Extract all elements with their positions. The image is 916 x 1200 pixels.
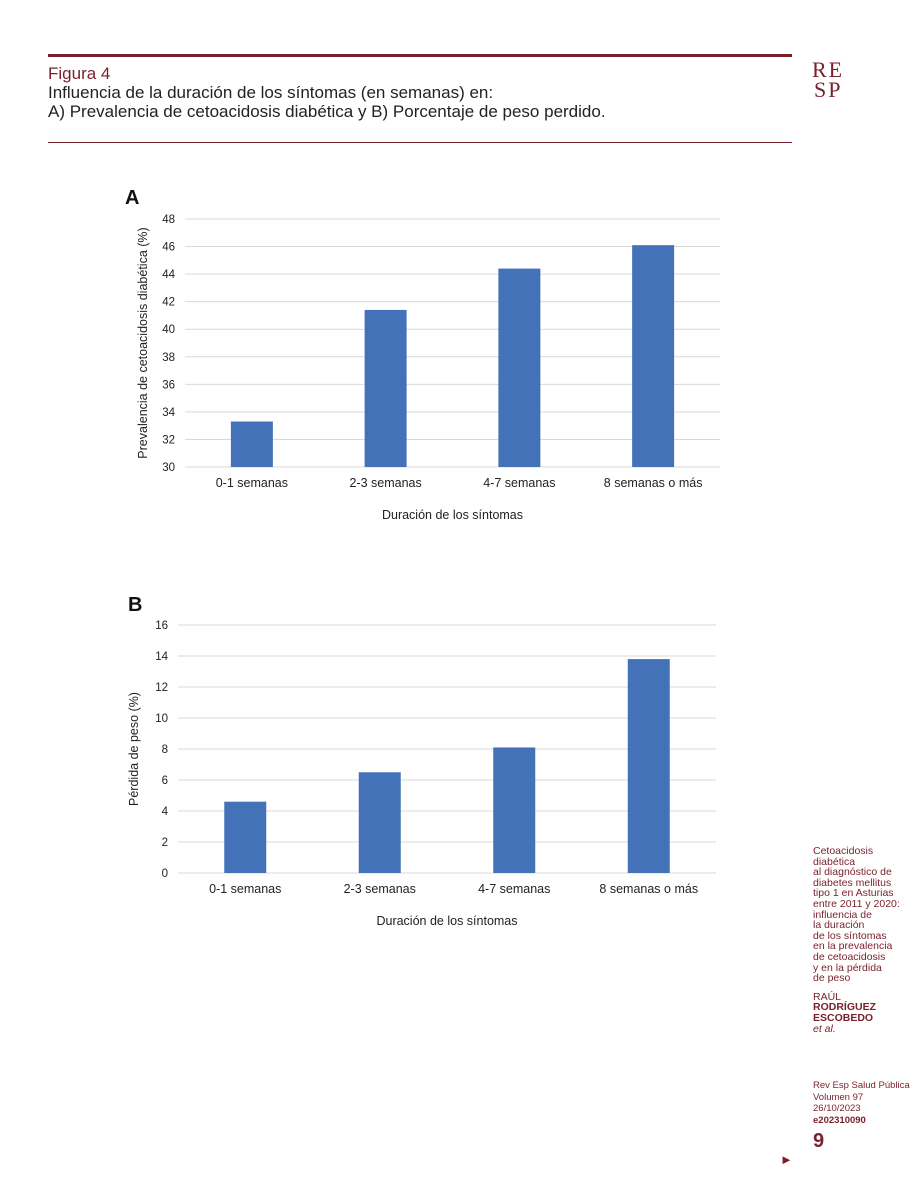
page-number: 9 <box>813 1130 825 1152</box>
x-tick-label: 2-3 semanas <box>349 476 421 490</box>
panel-letter: B <box>128 594 142 616</box>
bar <box>627 659 670 873</box>
sidebar-title-line: entre 2011 y 2020: <box>813 897 900 910</box>
sidebar-title-line: en la prevalencia <box>813 940 893 953</box>
y-tick-label: 14 <box>155 651 168 663</box>
x-axis-label: Duración de los síntomas <box>376 914 517 928</box>
sidebar-title-line: de los síntomas <box>813 929 887 942</box>
figure-title-line-1: Influencia de la duración de los síntoma… <box>48 83 494 102</box>
x-tick-label: 2-3 semanas <box>344 882 416 896</box>
y-tick-label: 12 <box>155 682 168 694</box>
sidebar-title-line: de cetoacidosis <box>813 950 886 963</box>
sidebar-title-line: tipo 1 en Asturias <box>813 887 894 900</box>
y-tick-label: 0 <box>162 868 168 880</box>
logo-top: RE <box>812 57 845 82</box>
article-sidebar: Cetoacidosis diabética al diagnóstico de di… <box>813 846 913 1034</box>
figure-label: Figura 4 <box>48 64 111 83</box>
bar <box>224 801 267 873</box>
bar <box>632 245 675 467</box>
sidebar-article-title: Cetoacidosis diabética al diagnóstico de di… <box>813 846 913 984</box>
sidebar-title-line: influencia de <box>813 908 872 921</box>
sidebar-title-line: al diagnóstico de <box>813 866 892 879</box>
next-page-arrow-icon[interactable]: ► <box>780 1152 793 1167</box>
y-tick-label: 36 <box>162 379 175 391</box>
x-tick-label: 0-1 semanas <box>209 882 281 896</box>
y-tick-label: 8 <box>162 744 168 756</box>
chart-a: A 30 32 34 36 38 40 42 44 46 48 0-1 semanas 2-3 sema… <box>0 180 760 535</box>
author-etal: et al. <box>813 1022 836 1035</box>
sidebar-author: RAÚL RODRÍGUEZ ESCOBEDO et al. <box>813 992 913 1034</box>
y-tick-label: 16 <box>155 620 168 632</box>
bar <box>230 421 273 467</box>
author-first: RAÚL <box>813 990 842 1003</box>
y-tick-label: 2 <box>162 837 168 849</box>
y-tick-label: 48 <box>162 214 175 226</box>
author-last1: RODRÍGUEZ <box>813 1001 876 1014</box>
y-tick-label: 32 <box>162 434 175 446</box>
y-tick-label: 46 <box>162 242 175 254</box>
bar <box>364 309 407 467</box>
y-tick-label: 30 <box>162 462 175 474</box>
y-axis-label: Prevalencia de cetoacidosis diabética (%… <box>136 227 150 458</box>
journal-info: Rev Esp Salud Pública Volumen 97 26/10/2… <box>813 1080 910 1126</box>
panel-letter: A <box>125 187 139 209</box>
x-tick-label: 8 semanas o más <box>599 882 698 896</box>
logo-bottom: SP <box>814 77 843 102</box>
x-axis-label: Duración de los síntomas <box>382 508 523 522</box>
chart-b-svg: B 0 2 4 6 8 10 12 14 16 0-1 semanas 2-3 semanas 4-7 … <box>127 594 716 928</box>
sidebar-title-line: y en la pérdida <box>813 961 882 974</box>
y-tick-label: 40 <box>162 324 175 336</box>
sidebar-title-line: Cetoacidosis <box>813 845 874 857</box>
chart-a-svg: A 30 32 34 36 38 40 42 44 46 48 0-1 semanas 2-3 sema… <box>125 187 720 522</box>
sidebar-title-line: de peso <box>813 972 851 985</box>
y-tick-label: 44 <box>162 269 175 281</box>
y-axis-label: Pérdida de peso (%) <box>127 692 141 806</box>
y-tick-label: 4 <box>162 806 169 818</box>
chart-b: B 0 2 4 6 8 10 12 14 16 0-1 semanas 2-3 semanas 4-7 … <box>0 588 760 943</box>
journal-volume: Volumen 97 <box>813 1091 864 1103</box>
journal-name: Rev Esp Salud Pública <box>813 1080 910 1091</box>
x-tick-label: 8 semanas o más <box>604 476 703 490</box>
journal-code: e202310090 <box>813 1114 866 1126</box>
x-tick-label: 4-7 semanas <box>483 476 555 490</box>
y-tick-label: 10 <box>155 713 168 725</box>
figure-title: Influencia de la duración de los síntoma… <box>48 83 788 121</box>
header-bottom-rule <box>48 142 792 143</box>
journal-date: 26/10/2023 <box>813 1103 861 1114</box>
sidebar-title-line: diabética <box>813 855 856 868</box>
y-tick-label: 38 <box>162 352 175 364</box>
header-top-rule <box>48 54 792 57</box>
author-last2: ESCOBEDO <box>813 1011 874 1024</box>
bar <box>498 268 541 467</box>
figure-title-line-2: A) Prevalencia de cetoacidosis diabética… <box>48 102 606 121</box>
x-tick-label: 4-7 semanas <box>478 882 550 896</box>
bar <box>493 747 536 873</box>
y-tick-label: 42 <box>162 297 175 309</box>
journal-logo: RE SP <box>812 57 845 102</box>
y-tick-label: 6 <box>162 775 168 787</box>
bar <box>358 772 401 873</box>
sidebar-title-line: diabetes mellitus <box>813 876 892 889</box>
x-tick-label: 0-1 semanas <box>216 476 288 490</box>
y-tick-label: 34 <box>162 407 175 419</box>
sidebar-title-line: la duración <box>813 919 865 932</box>
